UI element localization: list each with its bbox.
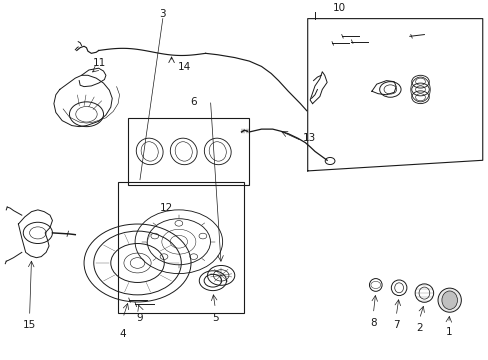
Text: 4: 4 xyxy=(120,329,126,338)
Bar xyxy=(127,118,249,185)
Text: 5: 5 xyxy=(212,312,218,323)
Text: 15: 15 xyxy=(23,320,36,330)
Text: 7: 7 xyxy=(392,320,399,330)
Text: 1: 1 xyxy=(445,328,451,337)
Text: 8: 8 xyxy=(369,318,376,328)
Text: 13: 13 xyxy=(302,132,315,143)
Ellipse shape xyxy=(437,288,460,312)
Text: 12: 12 xyxy=(160,203,173,213)
Bar xyxy=(118,181,244,312)
Text: 6: 6 xyxy=(190,96,196,107)
Text: 10: 10 xyxy=(332,3,345,13)
Text: 2: 2 xyxy=(415,323,422,333)
Ellipse shape xyxy=(441,291,457,309)
Text: 11: 11 xyxy=(93,58,106,68)
Text: 9: 9 xyxy=(136,313,143,323)
Text: 3: 3 xyxy=(159,9,166,19)
Text: 14: 14 xyxy=(177,62,190,72)
